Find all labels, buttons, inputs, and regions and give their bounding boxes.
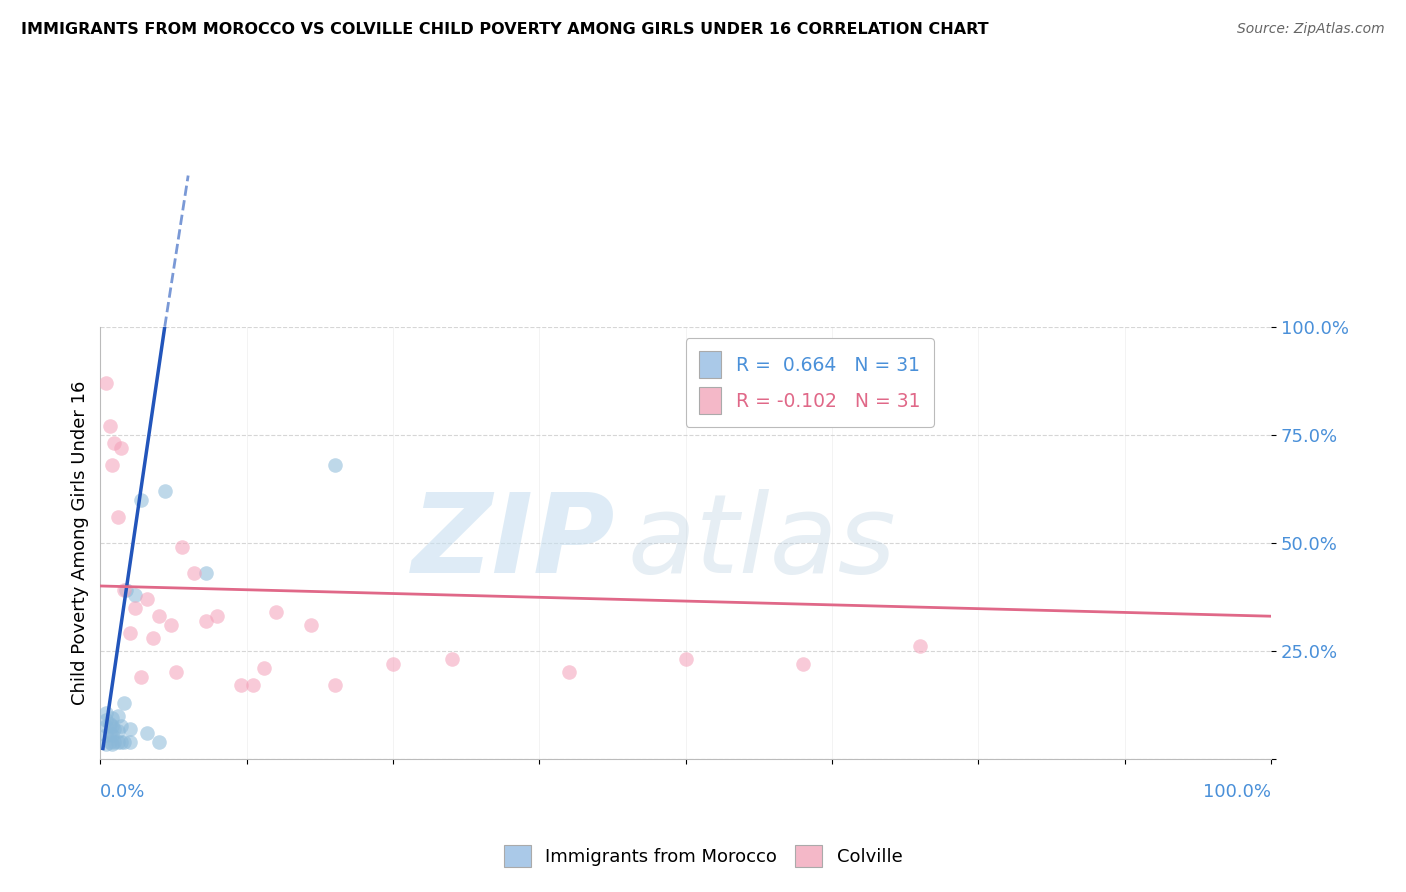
Point	[110, 719, 132, 733]
Point	[103, 734, 125, 748]
Point	[207, 609, 229, 624]
Point	[96, 376, 118, 390]
Point	[112, 734, 135, 748]
Point	[148, 609, 170, 624]
Point	[229, 678, 252, 692]
Point	[136, 726, 159, 740]
Point	[98, 419, 121, 434]
Y-axis label: Child Poverty Among Girls Under 16: Child Poverty Among Girls Under 16	[72, 381, 89, 705]
Point	[382, 657, 405, 671]
Point	[103, 722, 125, 736]
Point	[98, 726, 121, 740]
Legend: R =  0.664   N = 31, R = -0.102   N = 31: R = 0.664 N = 31, R = -0.102 N = 31	[686, 338, 934, 427]
Point	[323, 458, 346, 472]
Point	[118, 626, 141, 640]
Point	[101, 719, 124, 733]
Text: IMMIGRANTS FROM MOROCCO VS COLVILLE CHILD POVERTY AMONG GIRLS UNDER 16 CORRELATI: IMMIGRANTS FROM MOROCCO VS COLVILLE CHIL…	[21, 22, 988, 37]
Point	[440, 652, 463, 666]
Point	[148, 734, 170, 748]
Text: atlas: atlas	[627, 490, 896, 596]
Text: 0.0%: 0.0%	[100, 782, 146, 800]
Point	[242, 678, 264, 692]
Point	[675, 652, 697, 666]
Point	[792, 657, 814, 671]
Point	[96, 713, 118, 727]
Point	[110, 734, 132, 748]
Point	[142, 631, 165, 645]
Point	[124, 588, 146, 602]
Point	[112, 583, 135, 598]
Point	[194, 566, 217, 580]
Point	[110, 441, 132, 455]
Point	[172, 540, 194, 554]
Point	[557, 665, 579, 680]
Point	[96, 706, 118, 721]
Point	[96, 719, 118, 733]
Point	[299, 618, 322, 632]
Point	[115, 583, 138, 598]
Point	[96, 737, 118, 751]
Point	[101, 728, 124, 742]
Point	[183, 566, 205, 580]
Text: 100.0%: 100.0%	[1204, 782, 1271, 800]
Point	[98, 717, 121, 731]
Point	[101, 711, 124, 725]
Text: Source: ZipAtlas.com: Source: ZipAtlas.com	[1237, 22, 1385, 37]
Point	[107, 734, 129, 748]
Point	[124, 600, 146, 615]
Point	[131, 670, 153, 684]
Point	[153, 483, 176, 498]
Point	[136, 591, 159, 606]
Point	[107, 708, 129, 723]
Point	[101, 458, 124, 472]
Point	[103, 436, 125, 450]
Point	[323, 678, 346, 692]
Point	[96, 728, 118, 742]
Point	[908, 640, 931, 654]
Point	[253, 661, 276, 675]
Point	[118, 722, 141, 736]
Point	[107, 509, 129, 524]
Point	[112, 696, 135, 710]
Point	[118, 734, 141, 748]
Point	[165, 665, 187, 680]
Point	[101, 737, 124, 751]
Point	[98, 734, 121, 748]
Legend: Immigrants from Morocco, Colville: Immigrants from Morocco, Colville	[496, 838, 910, 874]
Point	[264, 605, 287, 619]
Text: ZIP: ZIP	[412, 490, 616, 596]
Point	[194, 614, 217, 628]
Point	[131, 492, 153, 507]
Point	[107, 723, 129, 738]
Point	[159, 618, 181, 632]
